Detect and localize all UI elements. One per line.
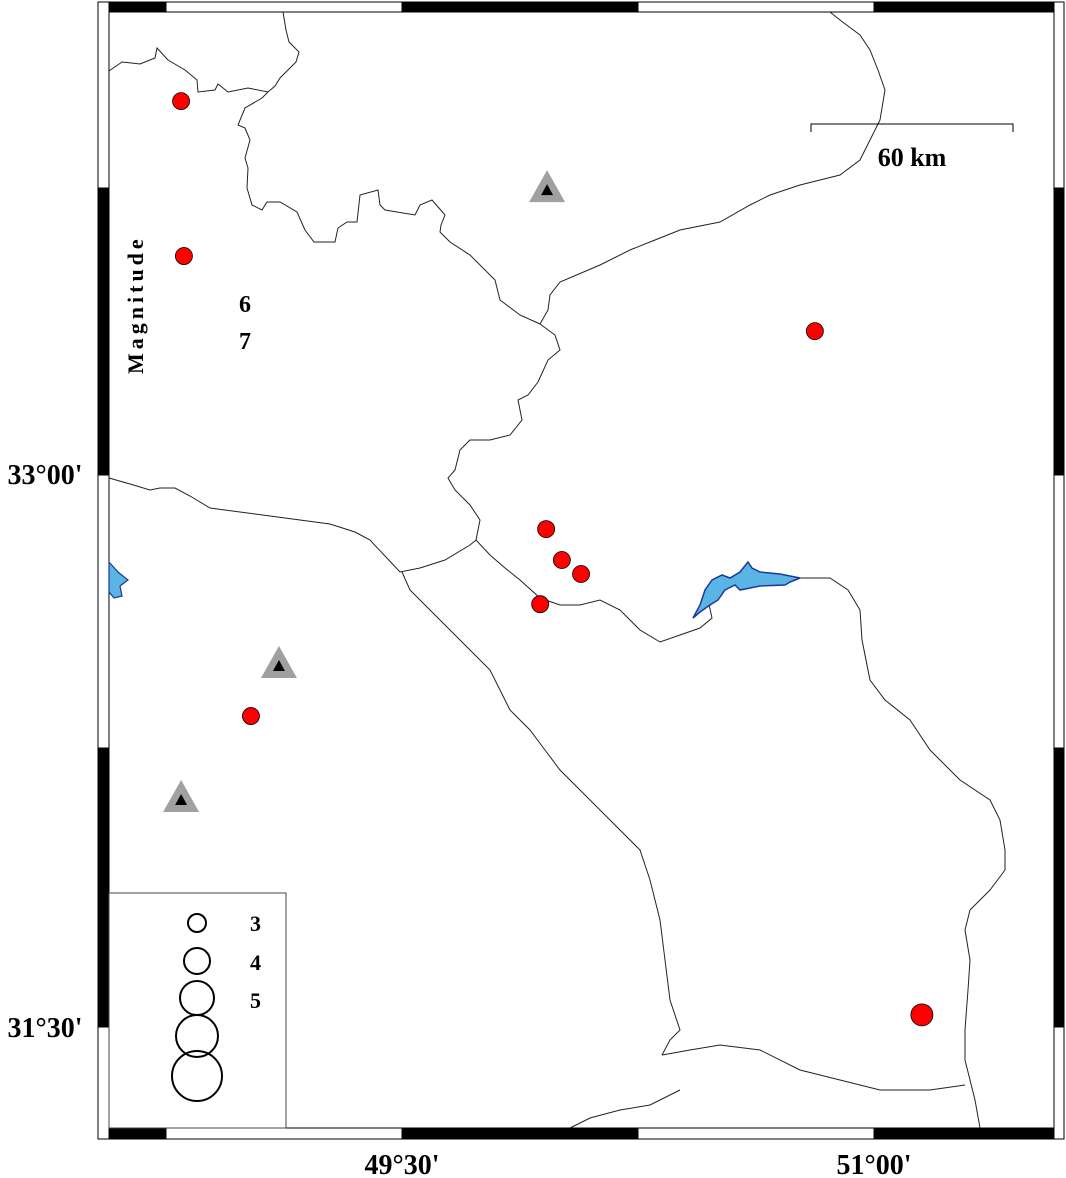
y-tick-label: 33°00' (8, 460, 83, 491)
earthquake-event-marker (552, 551, 571, 569)
legend-circle-7 (171, 1050, 223, 1102)
legend-symbols (171, 913, 223, 1102)
legend-label: 6 (239, 292, 251, 318)
earthquake-events (172, 92, 934, 1027)
earthquake-event-marker (531, 595, 550, 614)
legend-label: 4 (250, 950, 261, 975)
earthquake-event-marker (242, 707, 260, 725)
earthquake-event-marker (910, 1003, 934, 1027)
legend-label: 7 (239, 329, 251, 355)
scale-bar (810, 123, 1014, 132)
legend-circle-6 (175, 1014, 219, 1058)
province-boundaries (108, 11, 1006, 1129)
earthquake-event-marker (805, 322, 824, 341)
seismic-station-icon (529, 170, 566, 203)
x-tick-label: 51°00' (837, 1150, 912, 1178)
scale-bar-label: 60 km (878, 143, 947, 172)
seismic-stations (163, 170, 566, 812)
earthquake-event-marker (175, 247, 193, 265)
earthquake-event-marker (572, 565, 590, 583)
legend-label: 3 (250, 911, 261, 936)
y-tick-label: 31°30' (8, 1013, 83, 1044)
legend-label: 5 (250, 988, 261, 1013)
earthquake-event-marker (537, 520, 556, 538)
seismic-station-icon (260, 645, 297, 678)
legend-title: Magnitude (123, 235, 148, 374)
legend-circle-3 (187, 913, 207, 933)
earthquake-event-marker (172, 92, 190, 111)
lake-reservoir (692, 560, 803, 619)
lake-left-edge (108, 560, 129, 599)
legend-circle-4 (183, 947, 211, 975)
x-tick-label: 49°30' (365, 1150, 440, 1178)
lakes (108, 560, 803, 619)
seismic-station-icon (163, 779, 200, 812)
